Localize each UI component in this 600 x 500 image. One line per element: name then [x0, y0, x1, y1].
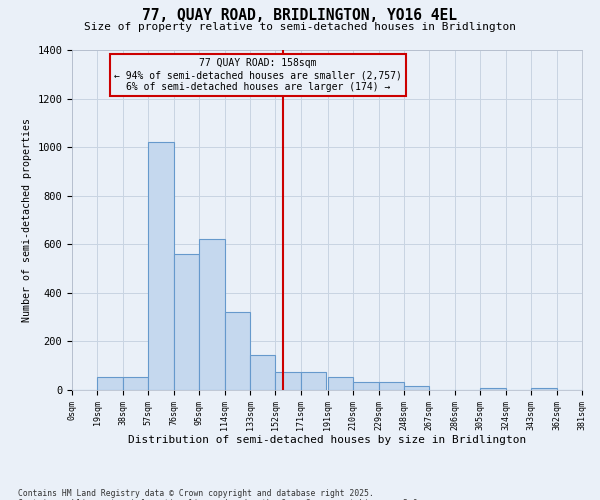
- Bar: [250, 355, 275, 390]
- Bar: [480, 388, 506, 390]
- Text: 77, QUAY ROAD, BRIDLINGTON, YO16 4EL: 77, QUAY ROAD, BRIDLINGTON, YO16 4EL: [143, 8, 458, 22]
- Text: Contains public sector information licensed under the Open Government Licence v3: Contains public sector information licen…: [18, 498, 422, 500]
- Text: Contains HM Land Registry data © Crown copyright and database right 2025.: Contains HM Land Registry data © Crown c…: [18, 488, 374, 498]
- Text: Size of property relative to semi-detached houses in Bridlington: Size of property relative to semi-detach…: [84, 22, 516, 32]
- Bar: [148, 142, 174, 390]
- Bar: [174, 254, 199, 390]
- Bar: [301, 372, 326, 390]
- Bar: [123, 376, 148, 390]
- Bar: [531, 388, 557, 390]
- Bar: [97, 376, 123, 390]
- Bar: [379, 382, 404, 390]
- Bar: [275, 372, 301, 390]
- Y-axis label: Number of semi-detached properties: Number of semi-detached properties: [22, 118, 32, 322]
- Bar: [353, 382, 379, 390]
- Bar: [328, 376, 353, 390]
- Bar: [404, 386, 430, 390]
- Bar: [224, 312, 250, 390]
- Bar: [199, 240, 224, 390]
- Text: 77 QUAY ROAD: 158sqm
← 94% of semi-detached houses are smaller (2,757)
6% of sem: 77 QUAY ROAD: 158sqm ← 94% of semi-detac…: [114, 58, 402, 92]
- X-axis label: Distribution of semi-detached houses by size in Bridlington: Distribution of semi-detached houses by …: [128, 436, 526, 446]
